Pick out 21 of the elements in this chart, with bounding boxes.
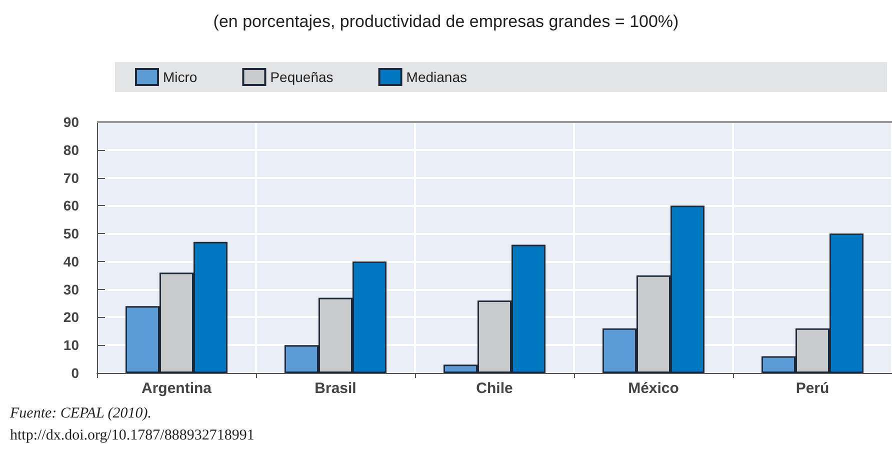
x-tick-label: México — [628, 380, 679, 397]
x-tick-label: Argentina — [141, 380, 212, 397]
y-tick-label: 80 — [63, 142, 80, 158]
x-tick-label: Chile — [476, 380, 513, 397]
y-tick-label: 70 — [63, 170, 80, 186]
legend-label: Pequeñas — [270, 69, 334, 85]
y-tick-label: 30 — [63, 281, 80, 298]
x-tick-label: Perú — [796, 380, 830, 397]
y-tick-label: 60 — [63, 198, 80, 214]
y-tick-label: 0 — [71, 365, 80, 381]
legend-label: Micro — [163, 69, 198, 85]
y-tick-label: 20 — [63, 309, 80, 326]
source-note: Fuente: CEPAL (2010). — [9, 406, 152, 422]
chart-title: (en porcentajes, productividad de empresas grandes = 100%) — [213, 12, 679, 31]
text: http://dx.doi.org/10.1787/888932718991 — [10, 428, 254, 444]
legend-label: Medianas — [406, 69, 467, 85]
y-tick-label: 90 — [63, 114, 80, 130]
y-tick-label: 50 — [63, 226, 80, 242]
y-tick-label: 40 — [63, 253, 80, 270]
y-tick-label: 10 — [63, 337, 80, 354]
x-tick-label: Brasil — [314, 380, 356, 397]
